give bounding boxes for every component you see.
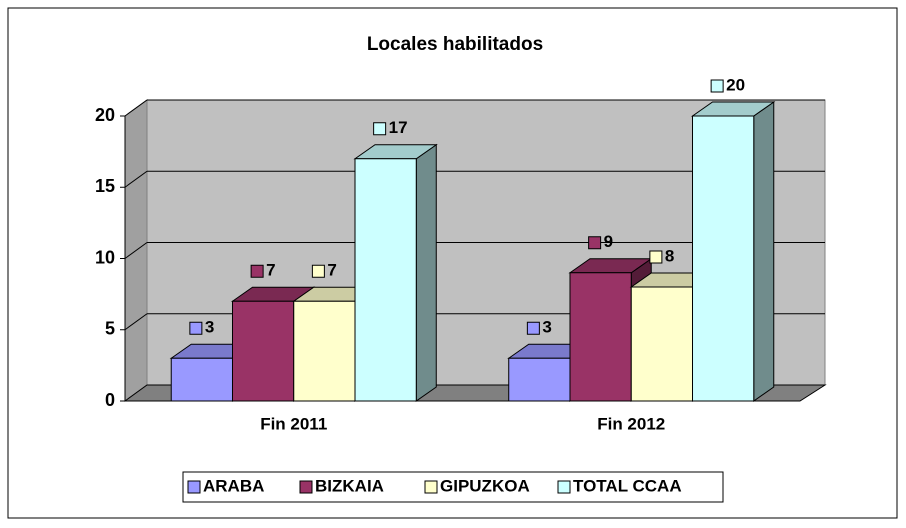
x-tick-label: Fin 2012 — [597, 414, 665, 433]
data-label-key — [189, 321, 203, 335]
bar-side — [415, 143, 437, 402]
y-tick-label: 5 — [105, 319, 115, 339]
data-label: 17 — [389, 118, 408, 137]
data-label: 3 — [542, 318, 551, 337]
data-label: 7 — [266, 261, 275, 280]
y-tick-label: 15 — [95, 176, 115, 196]
legend-label: BIZKAIA — [315, 476, 384, 495]
data-label: 9 — [604, 232, 613, 251]
data-label: 3 — [205, 318, 214, 337]
bar — [231, 300, 295, 402]
bar — [170, 357, 233, 402]
data-label-key — [311, 264, 325, 278]
legend-key — [424, 480, 438, 494]
y-tick-label: 20 — [95, 105, 115, 125]
legend-key — [557, 480, 571, 494]
grid-line — [124, 313, 148, 331]
bar — [630, 286, 694, 402]
legend-box — [182, 471, 724, 503]
legend-key — [187, 480, 201, 494]
legend-label: TOTAL CCAA — [573, 476, 682, 495]
legend-label: GIPUZKOA — [440, 476, 530, 495]
legend-label: ARABA — [203, 476, 264, 495]
data-label-key — [373, 122, 387, 136]
bar — [293, 300, 356, 402]
y-tick-label: 0 — [105, 390, 115, 410]
data-label-key — [588, 236, 602, 250]
grid-line — [124, 242, 148, 259]
data-label-key — [710, 79, 724, 93]
legend-key — [299, 480, 313, 494]
grid-line — [124, 170, 148, 188]
data-label: 20 — [726, 75, 745, 94]
data-label: 7 — [327, 261, 336, 280]
chart-title: Locales habilitados — [367, 34, 543, 55]
bar — [569, 272, 632, 402]
grid-line — [124, 99, 148, 117]
y-tick-label: 10 — [95, 247, 115, 267]
bar — [354, 158, 417, 402]
data-label-key — [526, 321, 540, 335]
data-label: 8 — [665, 246, 674, 265]
data-label-key — [649, 250, 663, 264]
bar — [508, 357, 571, 402]
data-label-key — [250, 264, 264, 278]
bar — [692, 115, 755, 402]
x-tick-label: Fin 2011 — [260, 414, 327, 433]
bar-side — [753, 101, 775, 402]
